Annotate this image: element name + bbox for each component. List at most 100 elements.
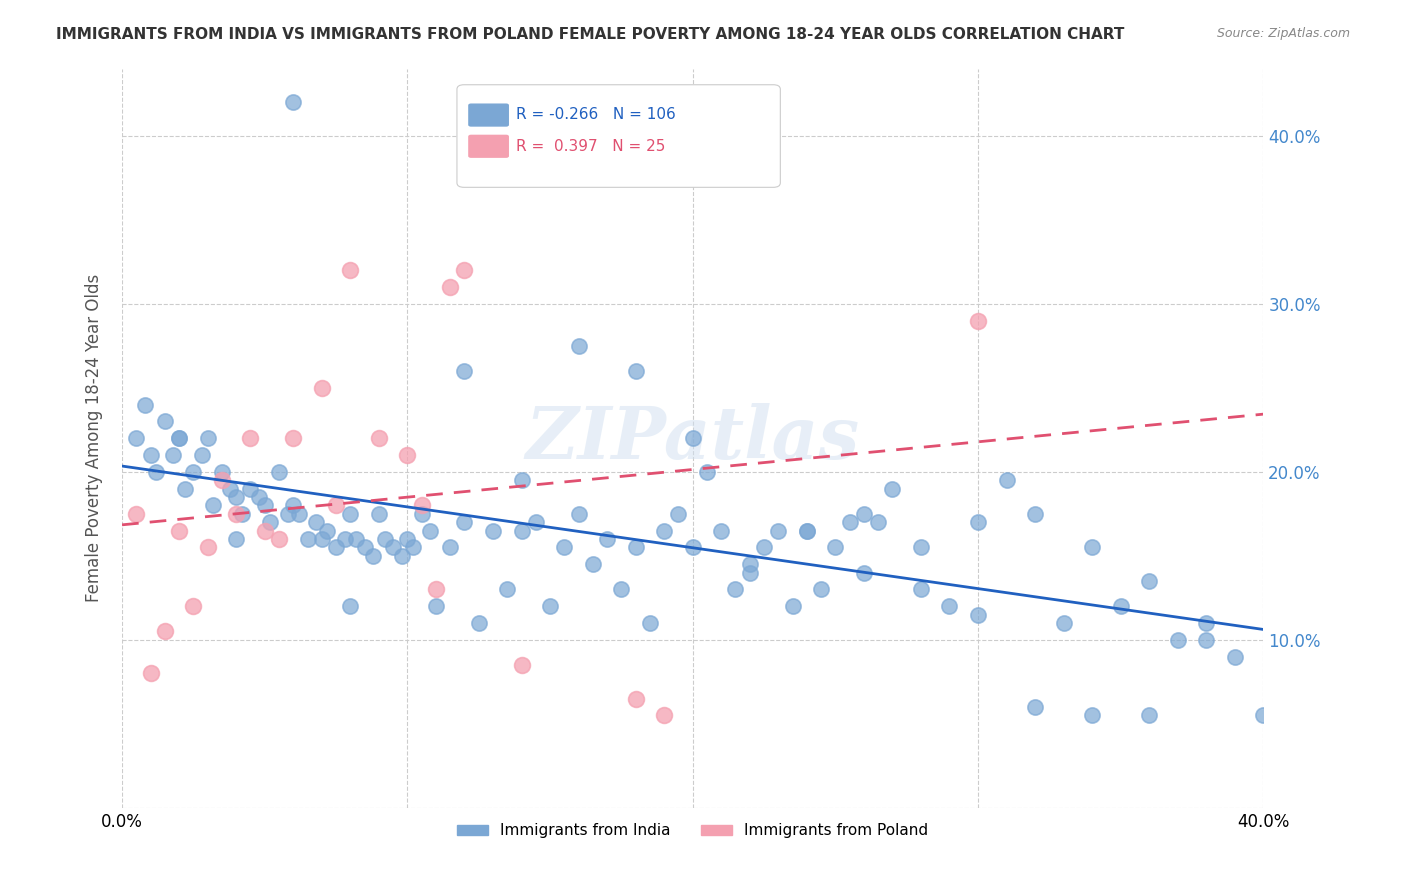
Immigrants from Poland — [425, 582, 447, 597]
Text: IMMIGRANTS FROM INDIA VS IMMIGRANTS FROM POLAND FEMALE POVERTY AMONG 18-24 YEAR : IMMIGRANTS FROM INDIA VS IMMIGRANTS FROM… — [56, 27, 1125, 42]
Immigrants from India — [724, 582, 747, 597]
Immigrants from India — [1195, 615, 1218, 630]
Text: R =  0.397   N = 25: R = 0.397 N = 25 — [516, 139, 665, 153]
Immigrants from India — [211, 465, 233, 479]
Immigrants from India — [134, 398, 156, 412]
Immigrants from India — [1137, 574, 1160, 588]
Immigrants from Poland — [253, 524, 276, 538]
Immigrants from India — [782, 599, 804, 614]
Immigrants from Poland — [197, 541, 219, 555]
Immigrants from India — [482, 524, 505, 538]
Immigrants from India — [202, 499, 225, 513]
Immigrants from India — [810, 582, 832, 597]
Immigrants from India — [439, 541, 461, 555]
Immigrants from Poland — [283, 431, 305, 445]
Immigrants from India — [624, 364, 647, 378]
Immigrants from India — [391, 549, 413, 563]
Immigrants from India — [361, 549, 384, 563]
Immigrants from India — [283, 499, 305, 513]
Immigrants from India — [453, 515, 475, 529]
Immigrants from India — [467, 615, 489, 630]
Immigrants from India — [316, 524, 339, 538]
Immigrants from India — [852, 507, 875, 521]
Immigrants from India — [624, 541, 647, 555]
Immigrants from Poland — [367, 431, 389, 445]
Immigrants from Poland — [652, 708, 675, 723]
Y-axis label: Female Poverty Among 18-24 Year Olds: Female Poverty Among 18-24 Year Olds — [86, 274, 103, 602]
Immigrants from India — [768, 524, 790, 538]
Immigrants from India — [288, 507, 311, 521]
Immigrants from Poland — [225, 507, 247, 521]
Immigrants from India — [1253, 708, 1275, 723]
Immigrants from India — [824, 541, 846, 555]
Immigrants from India — [1195, 632, 1218, 647]
Immigrants from India — [219, 482, 242, 496]
Immigrants from India — [910, 541, 932, 555]
Immigrants from India — [938, 599, 960, 614]
Immigrants from India — [253, 499, 276, 513]
Immigrants from India — [453, 364, 475, 378]
Immigrants from India — [553, 541, 575, 555]
Immigrants from India — [225, 490, 247, 504]
Immigrants from India — [367, 507, 389, 521]
Immigrants from India — [524, 515, 547, 529]
Immigrants from India — [267, 465, 290, 479]
Text: Source: ZipAtlas.com: Source: ZipAtlas.com — [1216, 27, 1350, 40]
Immigrants from India — [173, 482, 195, 496]
Immigrants from India — [1081, 541, 1104, 555]
Immigrants from India — [796, 524, 818, 538]
Immigrants from India — [596, 532, 619, 546]
Immigrants from India — [796, 524, 818, 538]
Immigrants from India — [538, 599, 561, 614]
Immigrants from India — [162, 448, 184, 462]
Immigrants from India — [382, 541, 405, 555]
Immigrants from India — [1081, 708, 1104, 723]
Immigrants from India — [967, 515, 990, 529]
Immigrants from Poland — [453, 263, 475, 277]
Immigrants from Poland — [125, 507, 148, 521]
Immigrants from India — [910, 582, 932, 597]
Immigrants from India — [882, 482, 904, 496]
Immigrants from India — [339, 507, 361, 521]
Immigrants from Poland — [239, 431, 262, 445]
Immigrants from India — [339, 599, 361, 614]
Immigrants from Poland — [396, 448, 419, 462]
Immigrants from India — [344, 532, 367, 546]
Immigrants from India — [183, 465, 205, 479]
Immigrants from India — [496, 582, 519, 597]
Immigrants from India — [239, 482, 262, 496]
Immigrants from India — [738, 557, 761, 571]
Immigrants from India — [668, 507, 690, 521]
Immigrants from India — [125, 431, 148, 445]
Immigrants from Poland — [967, 313, 990, 327]
Immigrants from India — [311, 532, 333, 546]
Immigrants from India — [752, 541, 775, 555]
Immigrants from India — [374, 532, 396, 546]
Immigrants from Poland — [167, 524, 190, 538]
Immigrants from India — [582, 557, 605, 571]
Immigrants from Poland — [439, 280, 461, 294]
Immigrants from India — [283, 95, 305, 109]
Immigrants from India — [696, 465, 718, 479]
Immigrants from India — [353, 541, 375, 555]
Immigrants from India — [333, 532, 356, 546]
Immigrants from India — [167, 431, 190, 445]
Immigrants from India — [419, 524, 441, 538]
Immigrants from India — [402, 541, 425, 555]
Immigrants from India — [682, 431, 704, 445]
Immigrants from India — [411, 507, 433, 521]
Immigrants from India — [1052, 615, 1074, 630]
Immigrants from India — [297, 532, 319, 546]
Immigrants from India — [967, 607, 990, 622]
Immigrants from India — [197, 431, 219, 445]
Immigrants from India — [325, 541, 347, 555]
Immigrants from Poland — [411, 499, 433, 513]
Immigrants from India — [425, 599, 447, 614]
Immigrants from India — [1024, 507, 1046, 521]
Immigrants from India — [1167, 632, 1189, 647]
Immigrants from India — [510, 473, 533, 487]
Immigrants from Poland — [624, 691, 647, 706]
Immigrants from India — [652, 524, 675, 538]
Immigrants from Poland — [211, 473, 233, 487]
Immigrants from India — [510, 524, 533, 538]
